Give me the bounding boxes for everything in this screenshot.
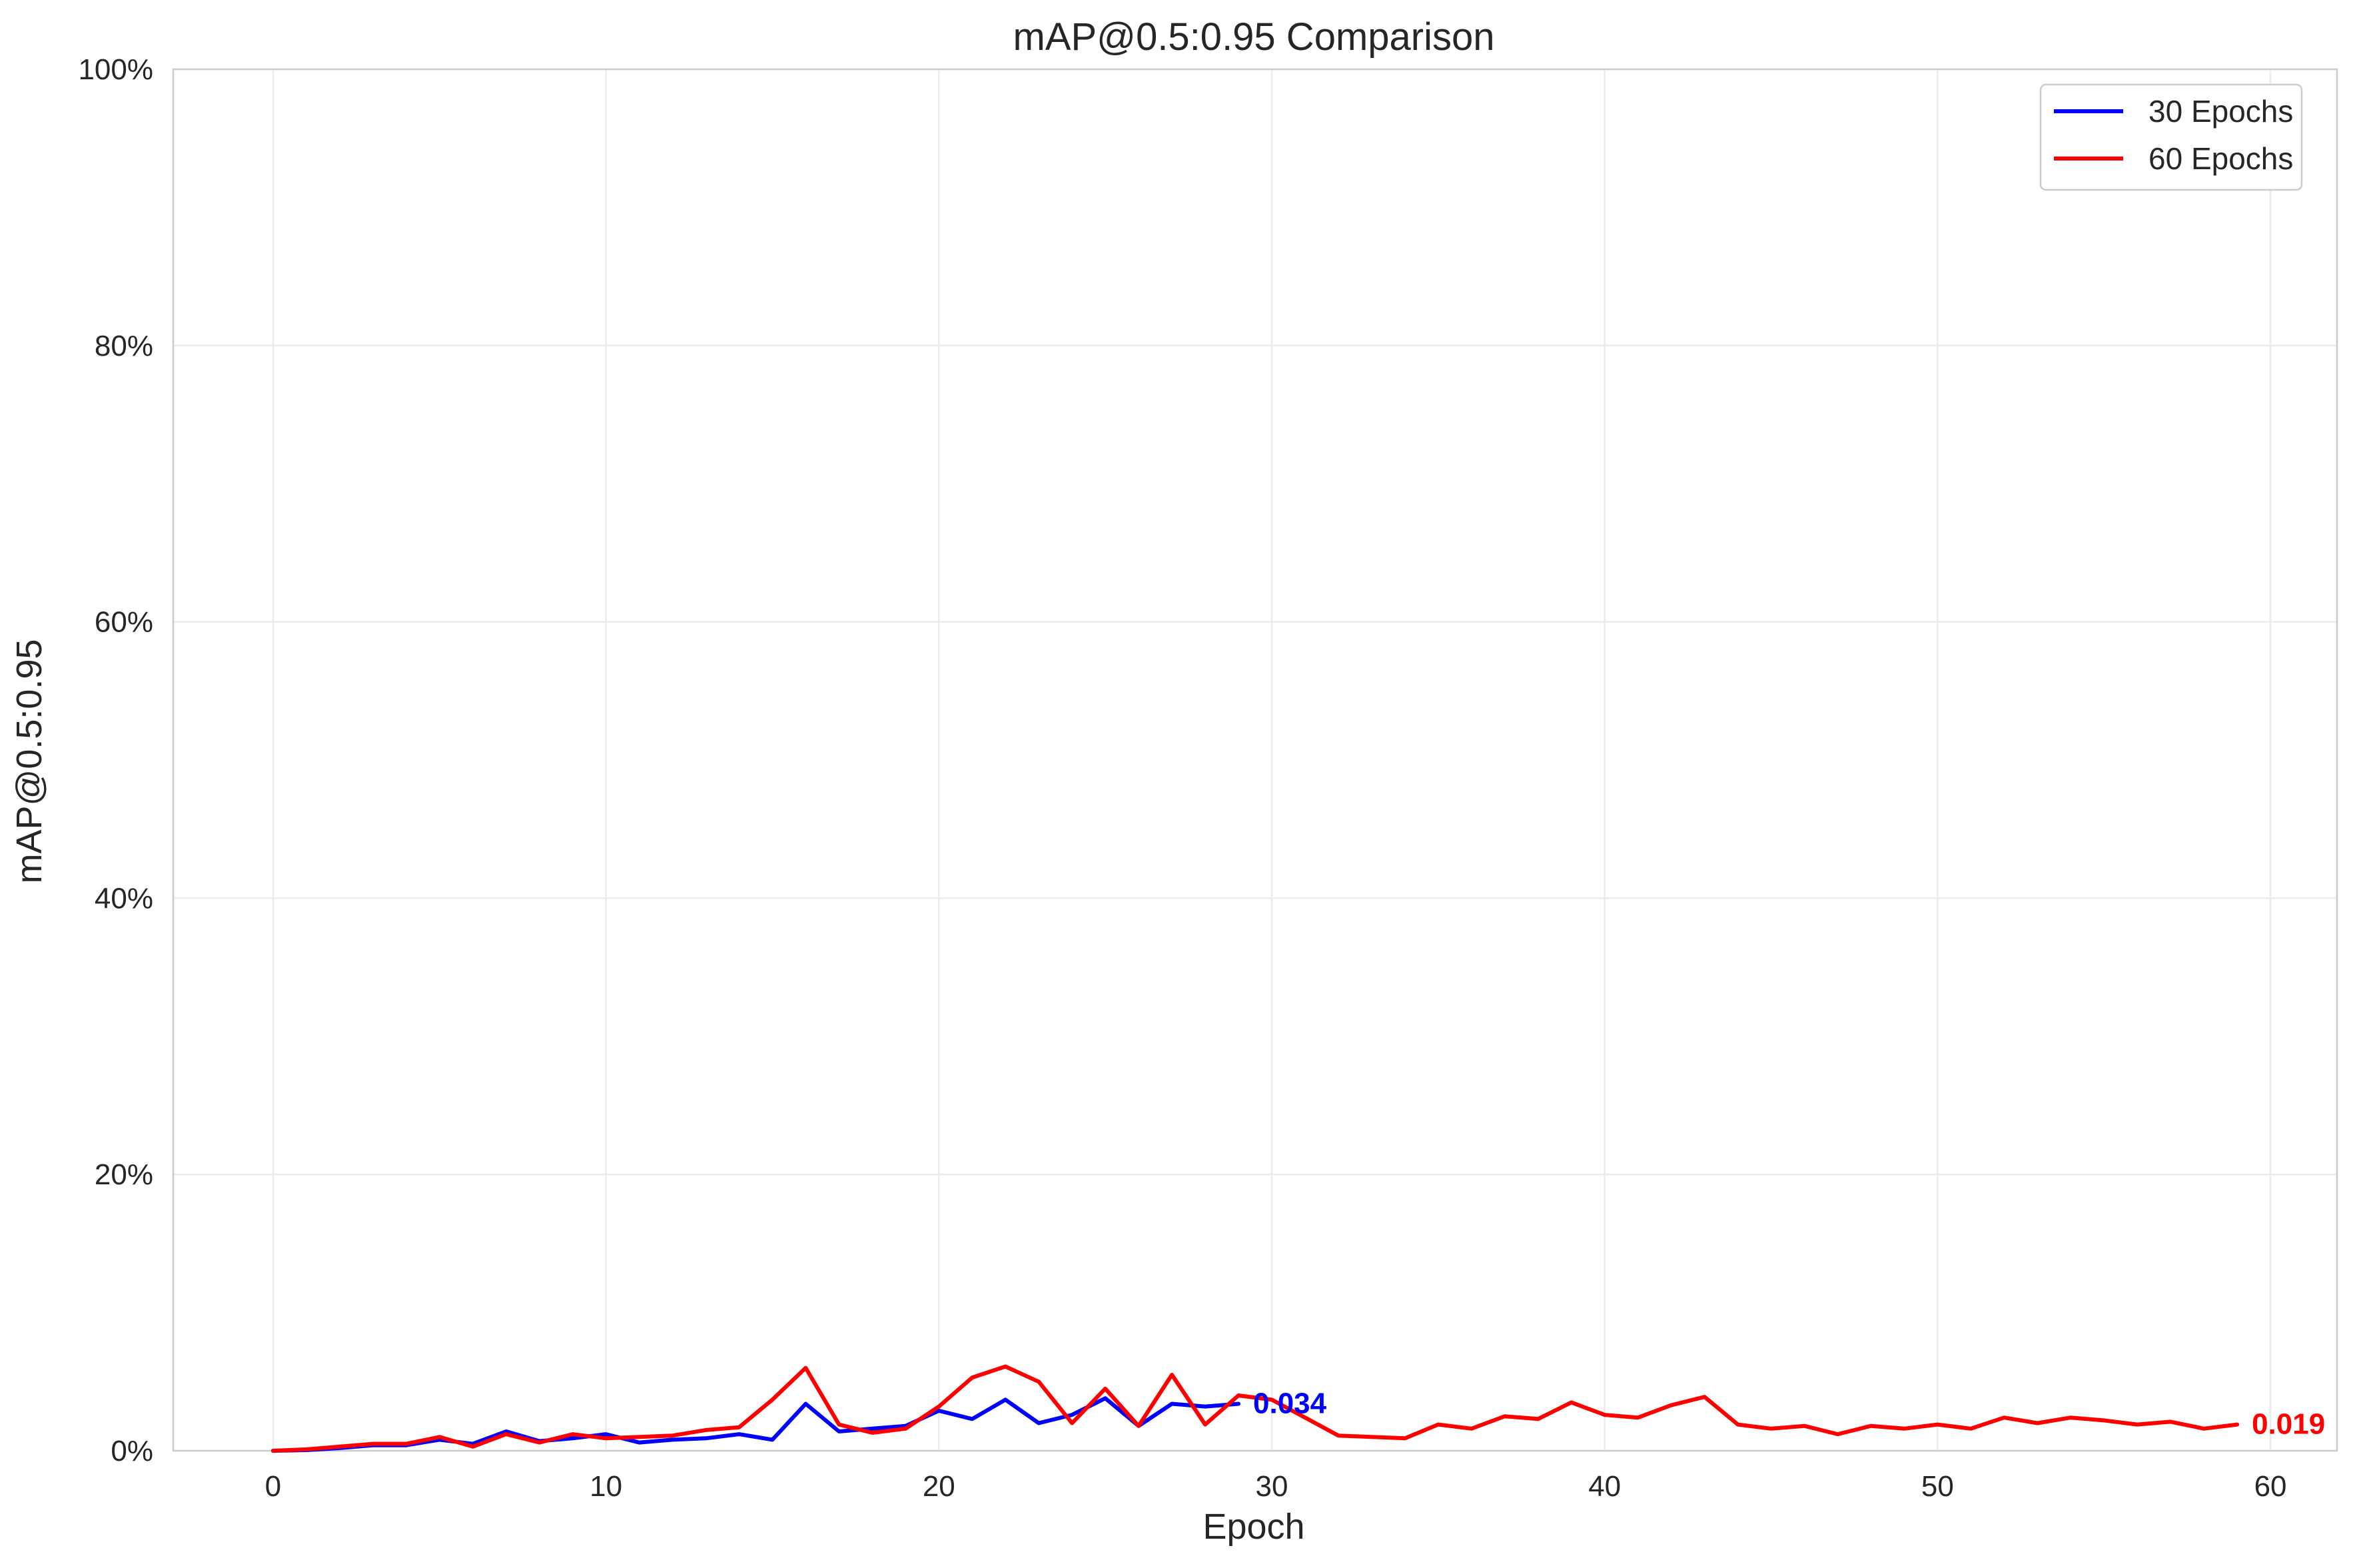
- end-labels: 0.034 0.019: [1253, 1387, 2325, 1440]
- y-tick-label: 60%: [95, 606, 153, 639]
- x-tick-label: 40: [1588, 1470, 1621, 1503]
- x-tick-label: 0: [265, 1470, 281, 1503]
- y-tick-label: 0%: [111, 1435, 153, 1467]
- x-tick-label: 60: [2254, 1470, 2287, 1503]
- end-value-label-60-epochs: 0.019: [2252, 1408, 2325, 1441]
- x-tick-label: 30: [1256, 1470, 1288, 1503]
- x-tick-label: 10: [590, 1470, 622, 1503]
- legend: 30 Epochs 60 Epochs: [2039, 83, 2303, 191]
- series-line-30-epochs: [270, 1396, 1240, 1453]
- series-layer: [270, 1364, 2240, 1453]
- y-tick-label: 20%: [95, 1158, 153, 1191]
- x-tick-label: 50: [1921, 1470, 1954, 1503]
- legend-label-30-epochs: 30 Epochs: [2148, 94, 2293, 129]
- end-value-label-30-epochs: 0.034: [1253, 1387, 1327, 1419]
- chart-title: mAP@0.5:0.95 Comparison: [1013, 15, 1495, 59]
- ticks-layer: 0 10 20 30 40 50 60 0% 20% 40% 60% 80% 100%: [78, 53, 2286, 1503]
- y-tick-label: 80%: [95, 330, 153, 362]
- plot-frame: [172, 68, 2338, 1452]
- y-axis-label: mAP@0.5:0.95: [9, 639, 49, 883]
- y-tick-label: 100%: [78, 53, 153, 86]
- x-tick-label: 20: [923, 1470, 955, 1503]
- x-axis-label: Epoch: [1202, 1507, 1304, 1547]
- legend-label-60-epochs: 60 Epochs: [2148, 141, 2293, 176]
- y-tick-label: 40%: [95, 882, 153, 915]
- series-line-60-epochs: [270, 1364, 2240, 1453]
